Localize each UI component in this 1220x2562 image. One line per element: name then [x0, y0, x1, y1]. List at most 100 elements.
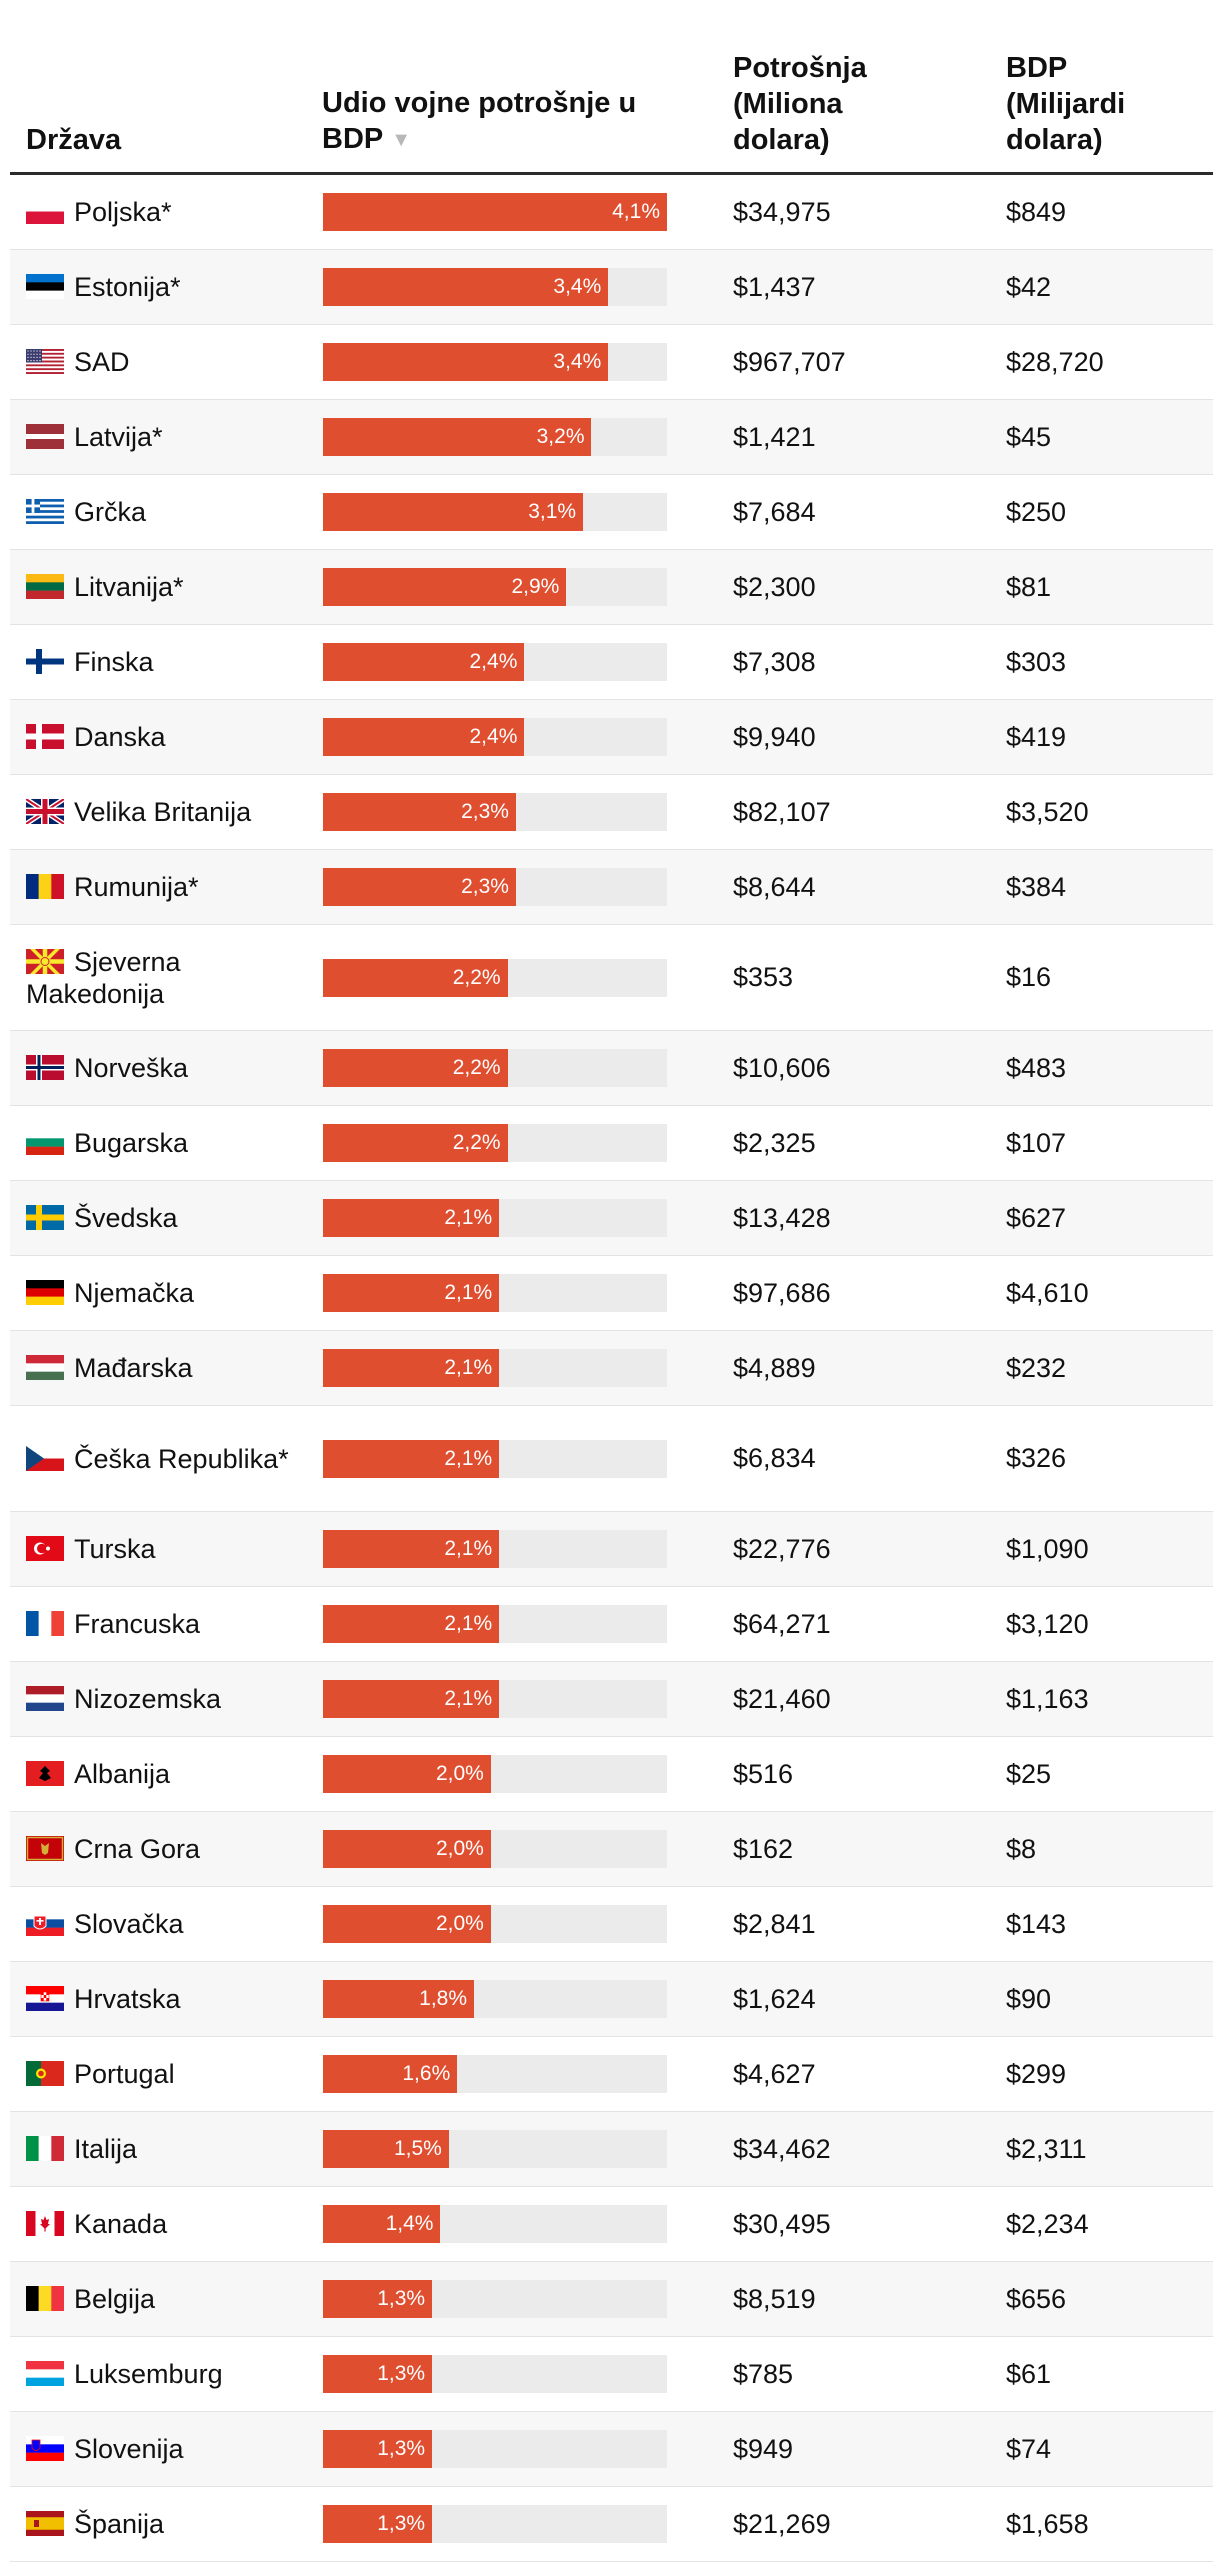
bar [323, 1830, 491, 1868]
spending-cell: $9,940 [733, 721, 816, 752]
spending-cell: $7,308 [733, 646, 816, 677]
country-label: Rumunija* [26, 871, 199, 903]
country-cell: Hrvatska [26, 1962, 316, 2036]
bar-value-label: 1,3% [377, 2287, 426, 2310]
country-cell: Poljska* [26, 175, 316, 249]
country-cell: Bugarska [26, 1106, 316, 1180]
spending-cell: $516 [733, 1758, 794, 1789]
table-row: Nizozemska 2,1% $21,460 $1,163 [10, 1662, 1213, 1737]
bar [323, 1680, 500, 1718]
bar-value-label: 2,1% [444, 1687, 493, 1710]
gdp-cell: $2,234 [1006, 2208, 1089, 2239]
gdp-cell: $232 [1006, 1352, 1067, 1383]
gdp-cell: $3,520 [1006, 796, 1089, 827]
table-row: Latvija* 3,2% $1,421 $45 [10, 400, 1213, 475]
bar-value-label: 2,0% [435, 1837, 484, 1860]
column-header-spending[interactable]: Potrošnja (Miliona dolara) [733, 52, 867, 156]
bar-track: 1,5% [323, 2130, 667, 2168]
table-row: Mađarska 2,1% $4,889 $232 [10, 1331, 1213, 1406]
table-row: Švedska 2,1% $13,428 $627 [10, 1181, 1213, 1256]
country-cell: Mađarska [26, 1331, 316, 1405]
bar-value-label: 2,0% [435, 1762, 484, 1785]
spending-cell: $162 [733, 1833, 794, 1864]
table-row: Finska 2,4% $7,308 $303 [10, 625, 1213, 700]
italy-flag-icon [26, 2136, 64, 2161]
table-row: Crna Gora 2,0% $162 $8 [10, 1812, 1213, 1887]
bar-value-label: 2,9% [511, 575, 560, 598]
country-cell: Danska [26, 700, 316, 774]
bar-value-label: 2,2% [452, 965, 501, 989]
country-label: Norveška [26, 1052, 188, 1084]
spending-cell: $785 [733, 2358, 794, 2389]
bar [323, 418, 592, 456]
country-label: Sjeverna Makedonija [26, 946, 316, 1010]
country-cell: Litvanija* [26, 550, 316, 624]
country-label: Danska [26, 721, 166, 753]
bar-value-label: 2,1% [444, 1206, 493, 1229]
spending-cell: $21,460 [733, 1683, 831, 1714]
bar-value-label: 1,8% [419, 1987, 468, 2010]
country-label: Francuska [26, 1608, 200, 1640]
bar-value-label: 2,2% [452, 1131, 501, 1154]
bar [323, 2505, 433, 2543]
table-row: Luksemburg 1,3% $785 $61 [10, 2337, 1213, 2412]
table-row: Slovačka 2,0% $2,841 $143 [10, 1887, 1213, 1962]
bar-value-label: 1,4% [385, 2212, 434, 2235]
bar-track: 2,0% [323, 1755, 667, 1793]
gdp-cell: $28,720 [1006, 346, 1104, 377]
country-cell: Švedska [26, 1181, 316, 1255]
table-row: Norveška 2,2% $10,606 $483 [10, 1031, 1213, 1106]
bar-value-label: 2,1% [444, 1537, 493, 1560]
bar-track: 2,1% [323, 1605, 667, 1643]
bar-track: 3,4% [323, 268, 667, 306]
bar-track: 4,1% [323, 193, 667, 231]
lithuania-flag-icon [26, 574, 64, 599]
country-name: Grčka [74, 497, 147, 527]
column-header-gdp[interactable]: BDP (Milijardi dolara) [1006, 52, 1126, 156]
bar-track: 1,4% [323, 2205, 667, 2243]
poland-flag-icon [26, 199, 64, 224]
bar [323, 1274, 500, 1312]
spending-cell: $22,776 [733, 1533, 831, 1564]
table-row: Turska 2,1% $22,776 $1,090 [10, 1512, 1213, 1587]
table-row: Slovenija 1,3% $949 $74 [10, 2412, 1213, 2487]
luxembourg-flag-icon [26, 2361, 64, 2386]
bar [323, 2355, 433, 2393]
country-label: Estonija* [26, 271, 181, 303]
country-label: Španija [26, 2508, 164, 2540]
gdp-cell: $250 [1006, 496, 1067, 527]
country-name: Belgija [74, 2284, 156, 2314]
country-label: Albanija [26, 1758, 170, 1790]
bar [323, 718, 525, 756]
bar-track: 2,1% [323, 1439, 667, 1478]
data-table: Država Udio vojne potrošnje u BDP ▼ Potro… [10, 0, 1213, 2562]
germany-flag-icon [26, 1280, 64, 1305]
bar [323, 793, 516, 831]
column-header-share[interactable]: Udio vojne potrošnje u BDP ▼ [322, 85, 662, 158]
country-cell: Portugal [26, 2037, 316, 2111]
spending-cell: $34,462 [733, 2133, 831, 2164]
sort-down-icon[interactable]: ▼ [391, 129, 412, 151]
bar-value-label: 1,6% [402, 2062, 451, 2085]
bar [323, 1980, 475, 2018]
column-header-country[interactable]: Država [26, 124, 122, 156]
spending-cell: $967,707 [733, 346, 846, 377]
country-label: Crna Gora [26, 1833, 200, 1865]
gdp-cell: $299 [1006, 2058, 1067, 2089]
country-cell: Španija [26, 2487, 316, 2561]
bar-track: 2,0% [323, 1830, 667, 1868]
spending-cell: $4,889 [733, 1352, 816, 1383]
bar [323, 568, 567, 606]
country-cell: Italija [26, 2112, 316, 2186]
spending-cell: $2,325 [733, 1127, 816, 1158]
country-cell: Belgija [26, 2262, 316, 2336]
hungary-flag-icon [26, 1355, 64, 1380]
country-cell: Francuska [26, 1587, 316, 1661]
bar [323, 193, 667, 231]
country-name: Nizozemska [74, 1684, 222, 1714]
romania-flag-icon [26, 874, 64, 899]
bar-track: 2,3% [323, 793, 667, 831]
bar-track: 3,2% [323, 418, 667, 456]
table-row: SAD 3,4% $967,707 $28,720 [10, 325, 1213, 400]
country-name: Luksemburg [74, 2359, 223, 2389]
